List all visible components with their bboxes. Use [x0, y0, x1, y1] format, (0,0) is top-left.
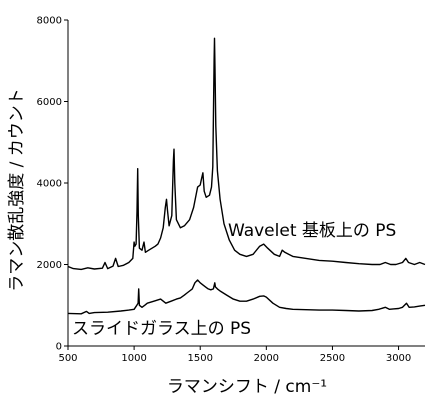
y-tick-label: 0: [56, 342, 62, 353]
y-tick-label: 6000: [37, 97, 62, 108]
x-axis: 500 1000 1500 2000 2500 3000: [58, 345, 425, 364]
annotation-layer: Wavelet 基板上の PS スライドガラス上の PS: [72, 221, 396, 339]
series-annotation-2: スライドガラス上の PS: [72, 319, 251, 339]
series-line-2: [67, 279, 426, 315]
x-tick-label: 1500: [187, 353, 212, 364]
y-axis-title: ラマン散乱強度 / カウント: [7, 88, 27, 292]
y-tick-label: 2000: [37, 260, 62, 271]
x-tick-label: 500: [58, 353, 77, 364]
series-line-1: [67, 37, 426, 271]
x-axis-title: ラマンシフト / cm⁻¹: [167, 377, 327, 397]
x-tick-label: 2500: [320, 353, 345, 364]
x-tick-label: 3000: [386, 353, 411, 364]
x-tick-label: 1000: [121, 353, 146, 364]
x-tick-label: 2000: [254, 353, 279, 364]
series-layer: [67, 37, 426, 315]
series-annotation-1: Wavelet 基板上の PS: [228, 221, 396, 241]
y-axis: 0 2000 4000 6000 8000: [37, 16, 69, 353]
y-tick-label: 4000: [37, 179, 62, 190]
y-tick-label: 8000: [37, 16, 62, 27]
